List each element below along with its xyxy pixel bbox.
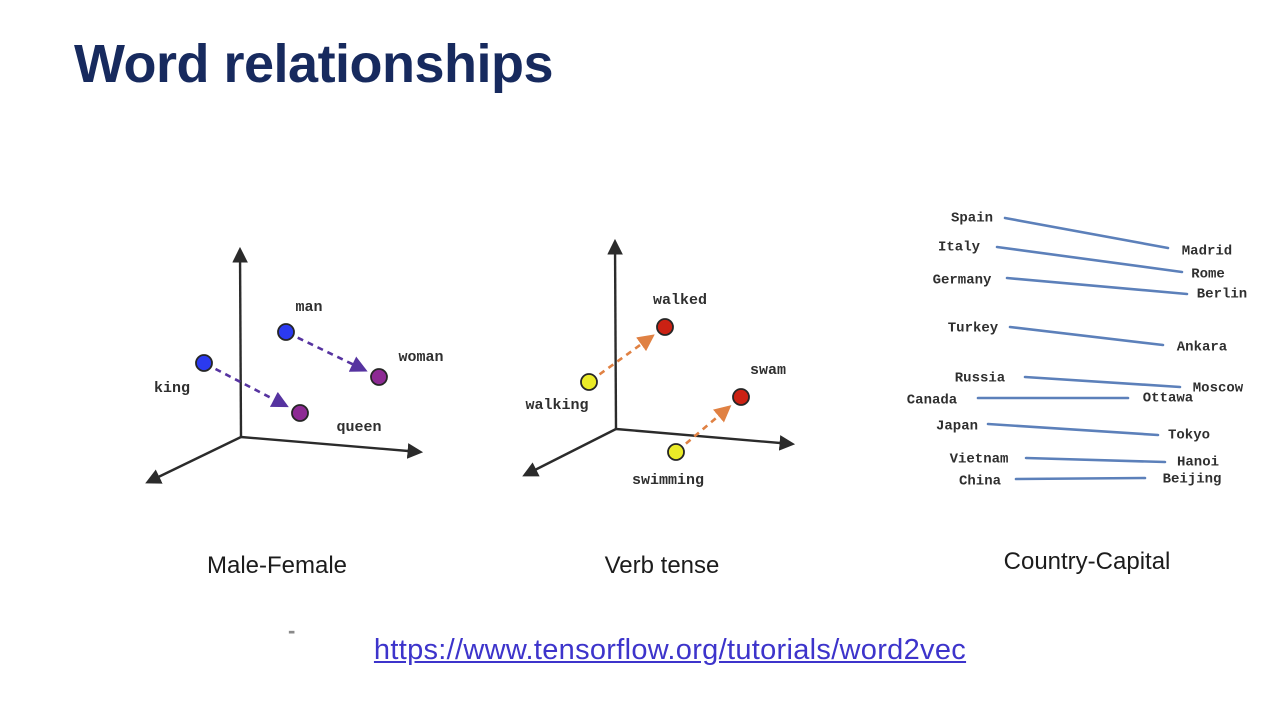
label-capital-ottawa: Ottawa (1143, 391, 1194, 407)
male-female-diagram: king man queen woman (145, 246, 444, 484)
label-capital-ankara: Ankara (1177, 340, 1228, 356)
point-woman (370, 368, 388, 386)
point-swam (732, 388, 750, 406)
right-axis (615, 427, 796, 451)
country-capital-diagram: Spain Madrid Italy Rome Germany Berlin Turkey A… (907, 211, 1247, 490)
line-turkey-ankara (1008, 325, 1165, 347)
label-country-japan: Japan (936, 419, 978, 435)
label-country-italy: Italy (938, 240, 981, 256)
label-country-canada: Canada (907, 393, 958, 409)
line-vietnam-hanoi (1024, 456, 1167, 464)
up-axis (607, 238, 623, 430)
point-walked (656, 318, 674, 336)
label-king: king (154, 380, 190, 397)
label-country-china: China (959, 474, 1002, 490)
label-queen: queen (336, 419, 381, 436)
label-swam: swam (750, 362, 786, 379)
label-capital-tokyo: Tokyo (1168, 428, 1210, 444)
caption-verb-tense: Verb tense (604, 552, 720, 579)
label-country-germany: Germany (933, 273, 992, 289)
arrow-walking-to-walked (598, 334, 655, 376)
label-woman: woman (398, 349, 443, 366)
point-queen (291, 404, 309, 422)
line-japan-tokyo (986, 422, 1160, 437)
line-germany-berlin (1005, 276, 1189, 296)
point-man (277, 323, 295, 341)
label-capital-beijing: Beijing (1163, 472, 1222, 488)
label-walked: walked (653, 292, 707, 309)
source-link[interactable]: https://www.tensorflow.org/tutorials/wor… (373, 634, 967, 666)
line-china-beijing (1014, 476, 1147, 481)
line-italy-rome (995, 245, 1184, 274)
label-country-spain: Spain (951, 211, 993, 227)
label-capital-rome: Rome (1191, 267, 1225, 283)
label-walking: walking (525, 397, 588, 414)
arrow-man-to-woman (297, 336, 368, 372)
line-russia-moscow (1023, 375, 1182, 389)
depth-axis (522, 427, 617, 477)
right-axis (240, 435, 424, 459)
label-country-russia: Russia (955, 371, 1006, 387)
label-country-vietnam: Vietnam (950, 452, 1009, 468)
label-capital-moscow: Moscow (1193, 381, 1244, 397)
stray-dash: - (288, 618, 296, 643)
arrow-swimming-to-swam (685, 405, 732, 445)
line-spain-madrid (1003, 216, 1170, 250)
point-swimming (667, 443, 685, 461)
caption-country-capital: Country-Capital (1003, 548, 1171, 575)
point-walking (580, 373, 598, 391)
label-capital-madrid: Madrid (1182, 244, 1232, 260)
depth-axis (145, 435, 242, 484)
caption-male-female: Male-Female (206, 552, 348, 579)
label-capital-hanoi: Hanoi (1177, 455, 1219, 471)
arrow-king-to-queen (214, 367, 289, 408)
label-country-turkey: Turkey (948, 321, 999, 337)
label-capital-berlin: Berlin (1197, 287, 1247, 303)
page-title: Word relationships (74, 34, 554, 94)
label-swimming: swimming (632, 472, 704, 489)
verb-tense-diagram: walking walked swimming swam (522, 238, 796, 489)
up-axis (232, 246, 248, 438)
label-man: man (295, 299, 322, 316)
point-king (195, 354, 213, 372)
